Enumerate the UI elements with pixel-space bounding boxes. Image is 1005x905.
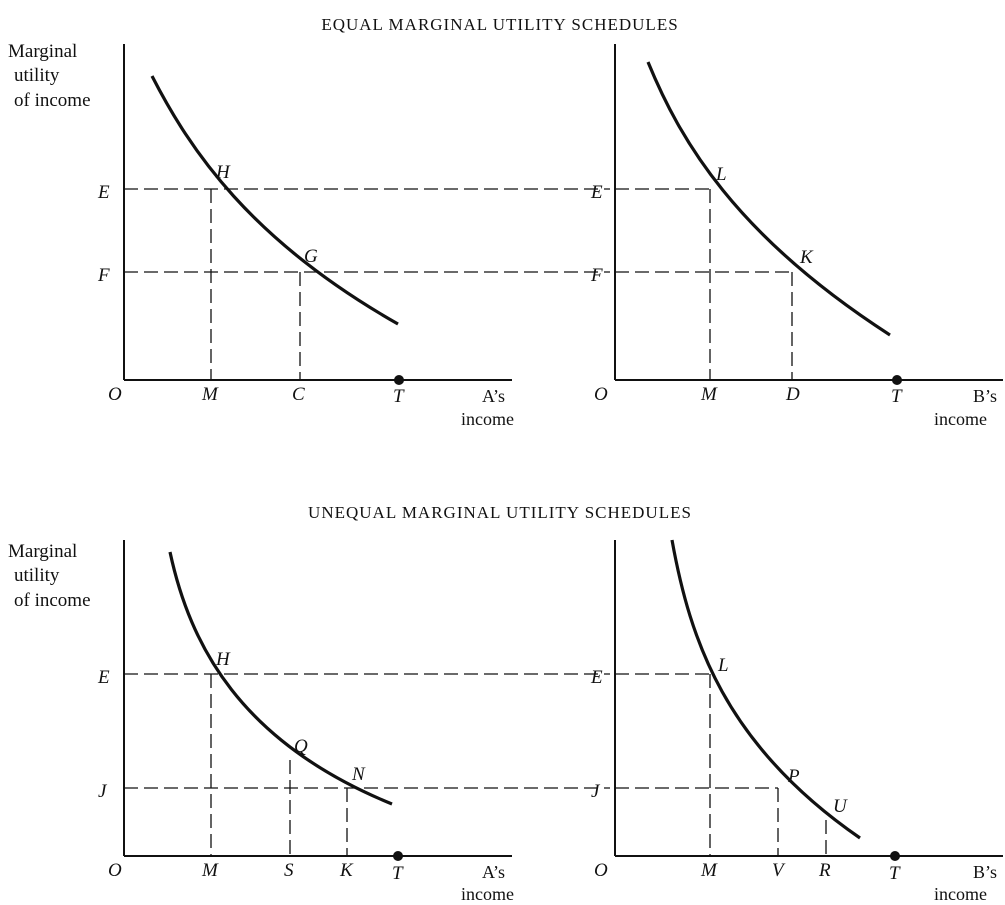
top-ylabel-line3: of income	[14, 90, 91, 111]
top-left-mu-curve	[150, 75, 399, 326]
bottom-right-panel: E J O M V R T L P U B’s income	[590, 539, 1003, 904]
top-left-label-g: G	[304, 246, 318, 267]
top-right-label-e: E	[590, 182, 603, 203]
bottom-left-label-o: O	[108, 860, 122, 881]
bottom-b-income-line1: B’s	[973, 862, 997, 882]
top-left-label-m: M	[201, 384, 219, 405]
bottom-ylabel-line1: Marginal	[8, 541, 77, 562]
bottom-right-mu-curve	[670, 539, 861, 840]
top-a-income-line1: A’s	[482, 386, 505, 406]
bottom-ylabel-line3: of income	[14, 590, 91, 611]
top-right-label-d: D	[785, 384, 800, 405]
top-right-label-t: T	[891, 386, 903, 407]
top-right-label-f: F	[590, 265, 603, 286]
top-left-label-t: T	[393, 386, 405, 407]
bottom-right-label-l: L	[717, 655, 729, 676]
bottom-left-label-h: H	[215, 649, 231, 670]
bottom-right-label-u: U	[833, 796, 848, 817]
bottom-title: UNEQUAL MARGINAL UTILITY SCHEDULES	[308, 503, 692, 522]
bottom-a-income-line2: income	[461, 884, 514, 904]
top-left-label-e: E	[97, 182, 110, 203]
top-ylabel-line2: utility	[14, 65, 60, 86]
bottom-right-label-j: J	[591, 781, 601, 802]
bottom-left-label-t: T	[392, 863, 404, 884]
top-right-t-marker	[892, 375, 902, 385]
bottom-ylabel-line2: utility	[14, 565, 60, 586]
top-right-label-k: K	[799, 247, 814, 268]
bottom-left-label-k: K	[339, 860, 354, 881]
top-a-income-line2: income	[461, 409, 514, 429]
bottom-left-label-e: E	[97, 667, 110, 688]
bottom-left-label-j: J	[98, 781, 108, 802]
top-b-income-line1: B’s	[973, 386, 997, 406]
top-right-label-m: M	[700, 384, 718, 405]
top-b-income-line2: income	[934, 409, 987, 429]
bottom-right-label-e: E	[590, 667, 603, 688]
bottom-right-t-marker	[890, 851, 900, 861]
top-right-label-l: L	[715, 164, 727, 185]
top-left-label-c: C	[292, 384, 305, 405]
bottom-right-label-p: P	[787, 766, 800, 787]
top-right-label-o: O	[594, 384, 608, 405]
bottom-right-label-o: O	[594, 860, 608, 881]
top-left-panel: E F O M C T H G A’s income	[97, 44, 610, 429]
bottom-right-label-r: R	[818, 860, 831, 881]
bottom-b-income-line2: income	[934, 884, 987, 904]
bottom-left-label-n: N	[351, 764, 366, 785]
top-right-mu-curve	[646, 61, 891, 337]
bottom-left-t-marker	[393, 851, 403, 861]
top-left-t-marker	[394, 375, 404, 385]
top-left-label-f: F	[97, 265, 110, 286]
bottom-left-label-s: S	[284, 860, 294, 881]
bottom-a-income-line1: A’s	[482, 862, 505, 882]
bottom-left-label-q: Q	[294, 736, 308, 757]
top-title: EQUAL MARGINAL UTILITY SCHEDULES	[321, 15, 678, 34]
bottom-right-label-t: T	[889, 863, 901, 884]
top-ylabel-line1: Marginal	[8, 41, 77, 62]
top-right-panel: E F O M D T L K B’s income	[590, 44, 1003, 429]
bottom-left-mu-curve	[168, 551, 393, 806]
bottom-right-label-m: M	[700, 860, 718, 881]
bottom-left-panel: E J O M S K T H Q N A’s income	[97, 540, 610, 904]
top-left-label-o: O	[108, 384, 122, 405]
bottom-right-label-v: V	[772, 860, 786, 881]
bottom-left-label-m: M	[201, 860, 219, 881]
top-left-label-h: H	[215, 162, 231, 183]
